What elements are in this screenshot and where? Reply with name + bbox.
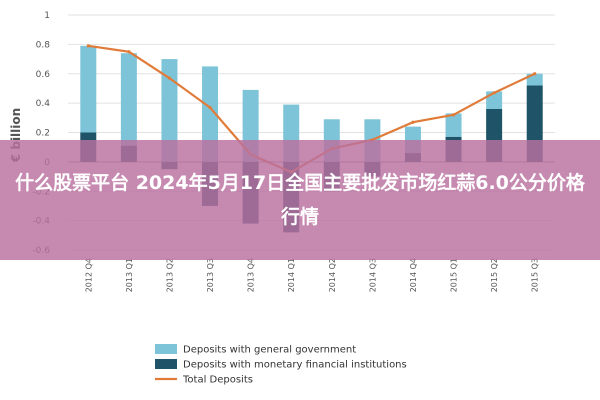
total-deposits-point [411,120,415,124]
bar-general-government [202,66,219,162]
bar-general-government [120,53,137,146]
y-tick-label: 0.2 [36,129,50,139]
x-tick-label: 2014 Q3 [368,258,377,292]
x-tick-label: 2015 Q3 [531,258,540,292]
total-deposits-point [451,113,456,117]
legend-label: Deposits with monetary financial institu… [183,360,407,371]
total-deposits-point [208,105,212,110]
x-tick-label: 2015 Q2 [490,258,499,292]
x-tick-label: 2012 Q4 [84,258,93,292]
legend-swatch [155,344,177,354]
x-tick-label: 2015 Q1 [450,258,459,292]
y-tick-label: 0.4 [36,99,51,109]
bar-general-government [80,45,97,133]
x-tick-label: 2014 Q4 [409,258,418,292]
x-tick-label: 2013 Q3 [206,258,215,292]
overlay-headline: 什么股票平台 2024年5月17日全国主要批发市场红蒜6.0公分价格行情 [15,172,585,228]
x-tick-label: 2014 Q2 [328,258,337,292]
x-tick-label: 2013 Q1 [125,258,134,292]
bar-general-government [526,73,543,86]
legend-label: Total Deposits [182,375,253,386]
total-deposits-point [533,72,537,76]
bar-general-government [161,59,178,162]
y-tick-label: 0.8 [36,40,51,50]
x-tick-label: 2013 Q4 [247,258,256,292]
total-deposits-point [492,91,496,95]
total-deposits-point [167,76,172,80]
y-tick-label: 0.6 [36,70,51,80]
overlay-banner: 什么股票平台 2024年5月17日全国主要批发市场红蒜6.0公分价格行情 [0,140,600,260]
x-tick-label: 2014 Q1 [287,258,296,292]
total-deposits-point [127,50,131,54]
chart-legend: Deposits with general government Deposits… [155,344,407,386]
bar-general-government [445,113,462,137]
legend-swatch [155,359,177,369]
x-axis-ticks: 2012 Q4 2013 Q1 2013 Q2 2013 Q3 2013 Q4 2014 … [84,258,539,292]
legend-label: Deposits with general government [183,345,356,356]
x-tick-label: 2013 Q2 [165,258,174,292]
total-deposits-point [86,44,90,48]
y-tick-label: 1 [44,11,50,21]
